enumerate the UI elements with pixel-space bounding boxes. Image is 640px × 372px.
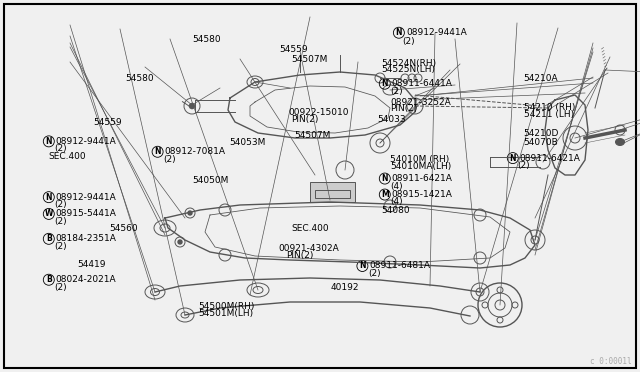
Text: N: N — [381, 174, 388, 183]
Text: 54500M(RH): 54500M(RH) — [198, 302, 255, 311]
Text: N: N — [45, 137, 52, 146]
Text: 54010MA(LH): 54010MA(LH) — [390, 162, 452, 171]
Text: 54580: 54580 — [192, 35, 221, 44]
Text: 54507M: 54507M — [294, 131, 331, 140]
Circle shape — [178, 240, 182, 244]
Text: (2): (2) — [368, 269, 381, 278]
Text: SEC.400: SEC.400 — [291, 224, 329, 232]
Text: (2): (2) — [54, 144, 67, 153]
Text: 54560: 54560 — [109, 224, 138, 232]
Text: 54210 (RH): 54210 (RH) — [524, 103, 575, 112]
Text: PIN(2): PIN(2) — [286, 251, 314, 260]
Text: 08912-9441A: 08912-9441A — [56, 137, 116, 146]
Text: W: W — [45, 209, 53, 218]
Text: 54080: 54080 — [381, 206, 410, 215]
Text: c 0:0001l: c 0:0001l — [590, 357, 632, 366]
Text: 54507M: 54507M — [291, 55, 328, 64]
Text: 08912-9441A: 08912-9441A — [56, 193, 116, 202]
Text: 08911-6441A: 08911-6441A — [392, 79, 452, 88]
Text: (4): (4) — [390, 182, 403, 190]
Text: SEC.400: SEC.400 — [48, 153, 86, 161]
Text: 54010M (RH): 54010M (RH) — [390, 155, 450, 164]
Text: (4): (4) — [390, 198, 403, 206]
Text: (2): (2) — [54, 217, 67, 226]
Text: 08911-6421A: 08911-6421A — [392, 174, 452, 183]
Circle shape — [189, 103, 195, 109]
Text: 54210A: 54210A — [524, 74, 558, 83]
Text: 54210D: 54210D — [524, 129, 559, 138]
Text: 54419: 54419 — [77, 260, 106, 269]
Text: N: N — [45, 193, 52, 202]
Text: (2): (2) — [54, 242, 67, 251]
Text: 54524N(RH): 54524N(RH) — [381, 59, 436, 68]
Text: B: B — [46, 234, 52, 243]
Text: (2): (2) — [517, 161, 530, 170]
Text: 08184-2351A: 08184-2351A — [56, 234, 116, 243]
Text: PIN(2): PIN(2) — [291, 115, 319, 124]
Text: 08912-7081A: 08912-7081A — [164, 147, 226, 156]
Text: 08911-6481A: 08911-6481A — [369, 262, 431, 270]
Text: 08921-3252A: 08921-3252A — [390, 98, 451, 107]
Text: N: N — [359, 262, 365, 270]
Text: M: M — [381, 190, 388, 199]
Text: (2): (2) — [163, 155, 176, 164]
Text: N: N — [381, 79, 388, 88]
Text: 54050M: 54050M — [192, 176, 228, 185]
Text: 00921-4302A: 00921-4302A — [278, 244, 339, 253]
Text: 08915-5441A: 08915-5441A — [56, 209, 116, 218]
Text: 08024-2021A: 08024-2021A — [56, 275, 116, 284]
Text: 54211 (LH): 54211 (LH) — [524, 110, 573, 119]
Text: 54501M(LH): 54501M(LH) — [198, 309, 253, 318]
Text: N: N — [396, 28, 402, 37]
Text: (2): (2) — [390, 87, 403, 96]
FancyBboxPatch shape — [310, 182, 355, 202]
Text: 54070B: 54070B — [524, 138, 558, 147]
Text: 54559: 54559 — [280, 45, 308, 54]
Text: 54525N(LH): 54525N(LH) — [381, 65, 435, 74]
Text: PIN(2): PIN(2) — [390, 105, 418, 113]
Text: (2): (2) — [54, 283, 67, 292]
Text: 00922-15010: 00922-15010 — [288, 108, 349, 117]
Ellipse shape — [616, 138, 625, 145]
Text: B: B — [46, 275, 52, 284]
Text: (2): (2) — [54, 200, 67, 209]
Text: 54033: 54033 — [378, 115, 406, 124]
Circle shape — [188, 211, 192, 215]
Text: 54580: 54580 — [125, 74, 154, 83]
Text: N: N — [154, 147, 161, 156]
Text: 54053M: 54053M — [229, 138, 266, 147]
Text: 40192: 40192 — [331, 283, 360, 292]
Text: (2): (2) — [402, 37, 415, 46]
Text: 54559: 54559 — [93, 118, 122, 126]
Text: N: N — [509, 154, 516, 163]
Text: 08912-9441A: 08912-9441A — [406, 28, 467, 37]
Text: 08915-1421A: 08915-1421A — [392, 190, 452, 199]
Text: 08911-6421A: 08911-6421A — [520, 154, 580, 163]
